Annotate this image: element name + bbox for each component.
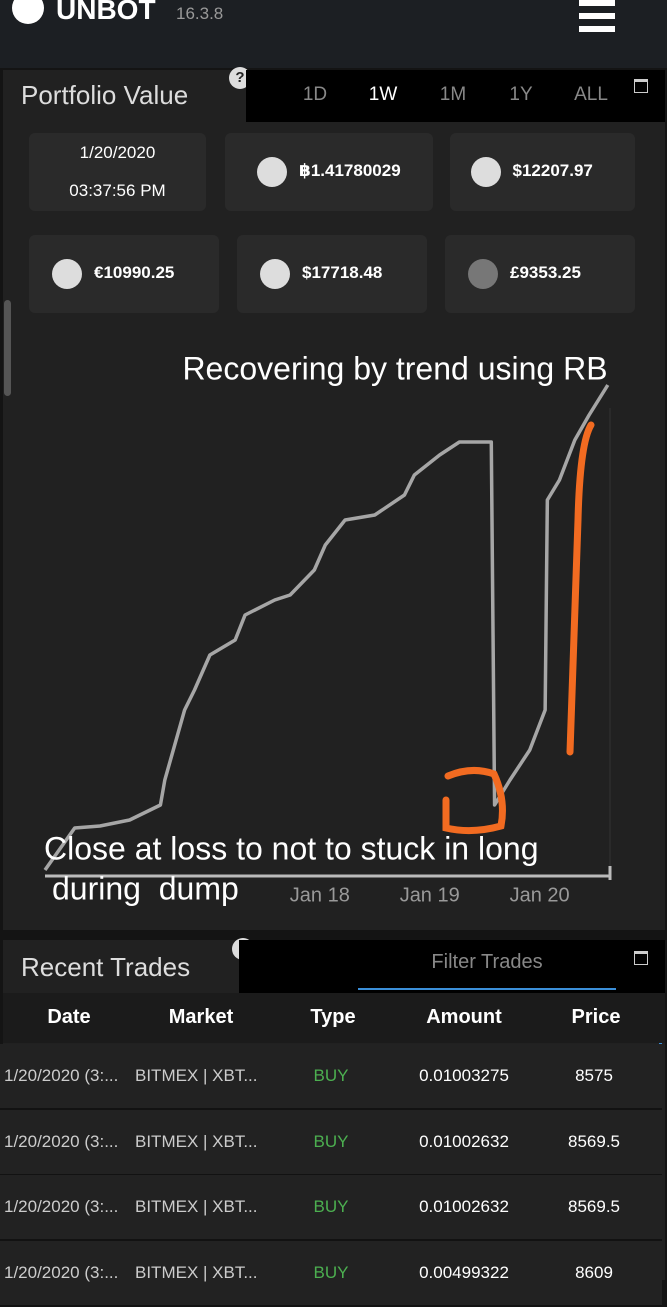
balance: $17718.48 (302, 263, 383, 282)
currency-icon (468, 259, 498, 289)
cell: 8569.5 (568, 1131, 620, 1151)
currency-icon (257, 157, 287, 187)
line (43, 384, 610, 872)
x-tick-label: Jan 19 (400, 884, 460, 906)
trade-row[interactable]: 1/20/2020 (3:... BITMEX | XBT... BUY 0.0100… (0, 1175, 662, 1241)
app-name: UNBOT (56, 0, 156, 25)
cell: 1/20/2020 (3:... (4, 1066, 119, 1085)
date: 1/20/2020 (79, 143, 156, 162)
maximize-icon[interactable] (634, 79, 648, 93)
annotation: during dump (52, 870, 239, 906)
cell: BITMEX | XBT... (135, 1131, 258, 1151)
annotation: Recovering by trend using RB (182, 350, 607, 386)
orange-circle (442, 767, 506, 835)
maximize-icon[interactable] (634, 951, 648, 965)
tab-bar (246, 70, 665, 122)
balance-card: $17718.48 (237, 235, 427, 313)
cell: 0.00499322 (419, 1262, 509, 1282)
help-icon[interactable]: ? (229, 67, 251, 89)
currency-icon (470, 157, 501, 187)
version: 16.3.8 (176, 4, 224, 23)
filter-bar (239, 940, 665, 993)
column-header[interactable]: Amount (426, 1006, 502, 1028)
cell: 8569.5 (568, 1197, 620, 1216)
cell: 1/20/2020 (3:... (4, 1131, 119, 1151)
cell: BITMEX | XBT... (135, 1197, 258, 1216)
balance: $12207.97 (512, 161, 593, 180)
cell: 1/20/2020 (3:... (4, 1262, 119, 1282)
column-header[interactable]: Price (571, 1006, 621, 1028)
time-tab[interactable]: ALL (574, 84, 608, 105)
portfolio-panel (3, 70, 665, 930)
balance-card: $12207.97 (450, 133, 635, 211)
cell: 0.01003275 (419, 1066, 509, 1085)
cell: 8575 (575, 1066, 613, 1085)
cell: 8609 (575, 1262, 613, 1282)
cell: 1/20/2020 (3:... (4, 1197, 119, 1216)
balance-card: ฿1.41780029 (225, 133, 433, 211)
balance: €10990.25 (94, 263, 175, 282)
chart: Jan 18 Jan 19 Jan 20 Recovering by trend u… (43, 350, 612, 906)
cell: BUY (313, 1262, 349, 1282)
time-tab[interactable]: 1D (302, 84, 328, 105)
column-header[interactable]: Date (47, 1006, 91, 1028)
trade-row[interactable]: 1/20/2020 (3:... BITMEX | XBT... BUY 0.0049… (0, 1240, 662, 1307)
menu-button[interactable] (579, 0, 615, 34)
cell: 0.01002632 (419, 1197, 509, 1216)
cell: 0.01002632 (419, 1131, 509, 1151)
currency-icon (52, 259, 82, 289)
cell: BITMEX | XBT... (135, 1262, 258, 1282)
filter-input[interactable]: Filter Trades (358, 951, 616, 990)
table-header (3, 993, 665, 1043)
currency-icon (260, 259, 290, 289)
orange-stroke (566, 421, 595, 756)
balance-card: £9353.25 (445, 235, 635, 313)
scrollbar (4, 300, 11, 396)
x-tick-label: Jan 18 (290, 884, 350, 906)
cell: BITMEX | XBT... (135, 1066, 258, 1085)
cell: BUY (313, 1066, 349, 1085)
column-header[interactable]: Type (310, 1006, 356, 1028)
x-tick-label: Jan 20 (510, 884, 570, 906)
annotation: Close at loss to not to stuck in long (44, 830, 538, 866)
top-bar: UNBOT 16.3.8 (0, 0, 667, 68)
panel-title: Recent Trades (21, 952, 191, 982)
panel-title: Portfolio Value (21, 80, 189, 110)
balance: ฿1.41780029 (299, 161, 401, 180)
time: 03:37:56 PM (69, 181, 166, 200)
time-tab[interactable]: 1Y (509, 84, 533, 105)
date-card: 1/20/2020 03:37:56 PM (29, 133, 206, 211)
cell: BUY (313, 1197, 349, 1216)
time-tab[interactable]: 1M (439, 84, 467, 105)
column-header[interactable]: Market (168, 1006, 234, 1028)
balance-card: €10990.25 (29, 235, 219, 313)
cell: BUY (313, 1131, 349, 1151)
balance: £9353.25 (510, 263, 581, 282)
time-tab[interactable]: 1W (368, 84, 398, 105)
trade-row[interactable]: 1/20/2020 (3:... BITMEX | XBT... BUY 0.0100… (0, 1044, 662, 1110)
trade-row[interactable]: 1/20/2020 (3:... BITMEX | XBT... BUY 0.0100… (0, 1109, 662, 1176)
